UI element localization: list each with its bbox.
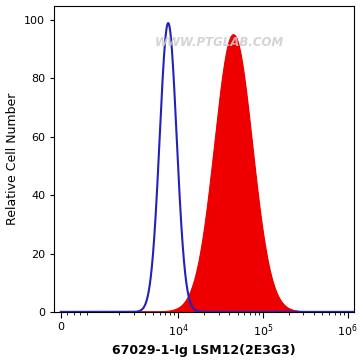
Y-axis label: Relative Cell Number: Relative Cell Number <box>5 93 19 225</box>
Text: WWW.PTGLAB.COM: WWW.PTGLAB.COM <box>155 36 284 49</box>
X-axis label: 67029-1-Ig LSM12(2E3G3): 67029-1-Ig LSM12(2E3G3) <box>112 344 296 358</box>
